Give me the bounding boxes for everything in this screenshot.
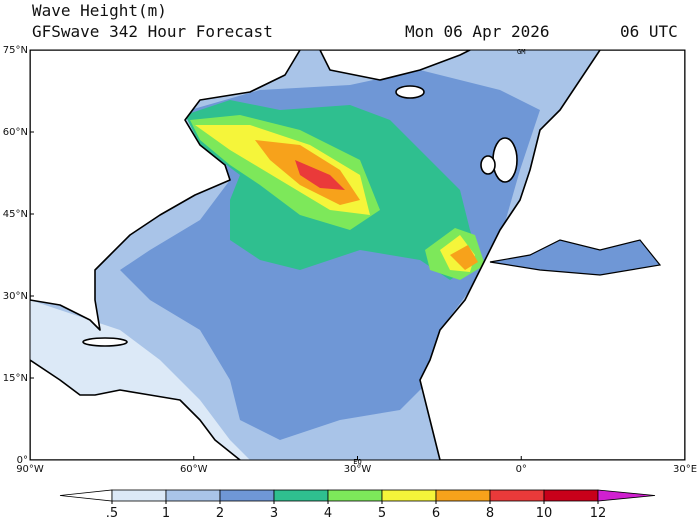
lon-label: 30°E	[673, 464, 697, 475]
title: Wave Height(m)	[32, 1, 167, 20]
forecast-date: Mon 06 Apr 2026	[405, 22, 550, 41]
colorbar-bin	[111, 489, 167, 502]
colorbar-label: 2	[216, 506, 224, 521]
mediterranean	[489, 239, 662, 276]
map	[29, 49, 686, 461]
colorbar-high	[597, 489, 656, 502]
lat-label: 30°N	[3, 291, 28, 302]
colorbar-low	[59, 489, 113, 502]
meridian-label: GM	[517, 48, 525, 56]
cuba	[82, 337, 128, 347]
south-america	[30, 359, 241, 460]
colorbar-label: 6	[432, 506, 440, 521]
iceland	[395, 85, 425, 99]
north-america	[30, 50, 301, 331]
lon-label: 90°W	[16, 464, 44, 475]
ocean-8-10m	[295, 160, 345, 190]
colorbar-bin	[219, 489, 275, 502]
colorbar-label: 8	[486, 506, 494, 521]
colorbar-bin	[273, 489, 329, 502]
lat-label: 75°N	[3, 45, 28, 56]
colorbar-label: .5	[106, 506, 118, 521]
colorbar-label: 10	[536, 506, 553, 521]
forecast-time: 06 UTC	[620, 22, 678, 41]
colorbar-bin	[165, 489, 221, 502]
colorbar-label: 3	[270, 506, 278, 521]
colorbar-label: 5	[378, 506, 386, 521]
britain	[492, 137, 518, 183]
lon-label: 60°W	[180, 464, 208, 475]
lat-label: 0°	[17, 455, 28, 466]
equator-label: EQ	[353, 458, 361, 466]
colorbar-label: 4	[324, 506, 332, 521]
colorbar-label: 1	[162, 506, 170, 521]
colorbar-bin	[381, 489, 437, 502]
lon-label: 0°	[516, 464, 527, 475]
colorbar-bin	[543, 489, 599, 502]
colorbar-bin	[327, 489, 383, 502]
colorbar-bin	[489, 489, 545, 502]
lat-label: 60°N	[3, 127, 28, 138]
greenland	[319, 50, 471, 81]
colorbar-label: 12	[590, 506, 607, 521]
iberia-6-8m	[450, 245, 478, 270]
lon-label: 30°W	[344, 464, 372, 475]
lat-label: 45°N	[3, 209, 28, 220]
subtitle: GFSwave 342 Hour Forecast	[32, 22, 273, 41]
ireland	[480, 155, 496, 175]
colorbar-bin	[435, 489, 491, 502]
lat-label: 15°N	[3, 373, 28, 384]
